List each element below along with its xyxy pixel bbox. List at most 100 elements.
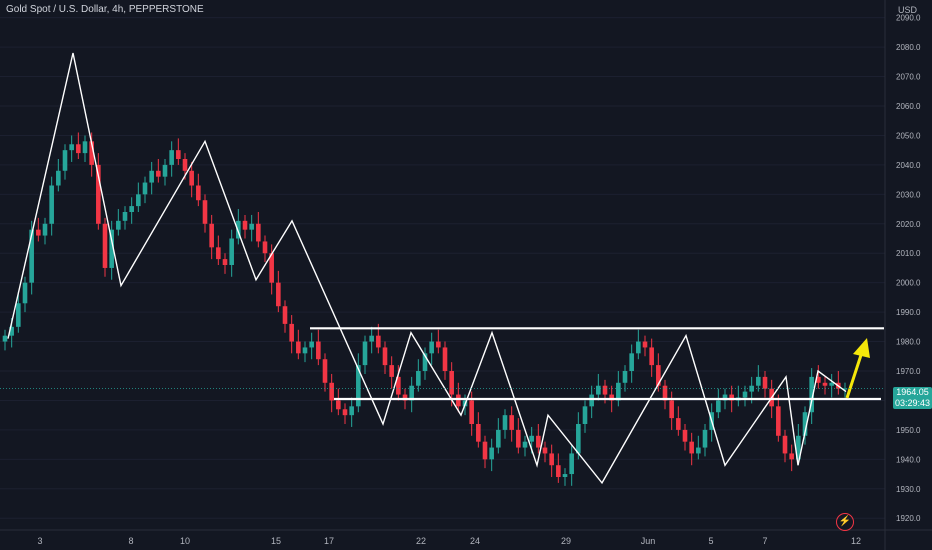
y-tick-label: 1970.0 bbox=[896, 367, 921, 376]
candle-body bbox=[436, 341, 441, 348]
y-tick-label: 2010.0 bbox=[896, 249, 921, 258]
candle-body bbox=[402, 394, 408, 401]
candle-body bbox=[296, 341, 301, 354]
candle-body bbox=[76, 144, 81, 154]
candle-body bbox=[622, 371, 628, 383]
y-tick-label: 2040.0 bbox=[896, 161, 921, 170]
candle-body bbox=[236, 220, 241, 239]
candle-body bbox=[109, 229, 114, 268]
y-tick-label: 1980.0 bbox=[896, 338, 921, 347]
candle-body bbox=[682, 429, 688, 442]
candle-body bbox=[476, 424, 481, 442]
candle-body bbox=[636, 341, 641, 354]
candle-body bbox=[329, 382, 334, 401]
candle-body bbox=[656, 365, 661, 386]
candle-body bbox=[649, 347, 654, 366]
grid bbox=[0, 17, 885, 519]
candle-body bbox=[322, 359, 328, 383]
y-tick-label: 2090.0 bbox=[896, 14, 921, 23]
candle-body bbox=[242, 220, 248, 230]
candle-body bbox=[609, 394, 614, 401]
candle-body bbox=[556, 465, 561, 477]
candle-body bbox=[382, 347, 388, 366]
candle-body bbox=[9, 326, 14, 336]
candle-body bbox=[342, 409, 348, 416]
candle-body bbox=[516, 429, 521, 448]
candle-body bbox=[582, 406, 588, 424]
candle-body bbox=[782, 435, 788, 454]
x-tick-label: Jun bbox=[641, 536, 656, 546]
candle-body bbox=[316, 341, 321, 360]
candle-body bbox=[569, 453, 574, 475]
last-price-value: 1964.05 bbox=[896, 387, 929, 397]
candle-body bbox=[269, 253, 274, 283]
candle-body bbox=[449, 371, 454, 395]
candle-body bbox=[742, 391, 748, 398]
projection-arrow-head bbox=[853, 338, 870, 358]
x-tick-label: 7 bbox=[762, 536, 767, 546]
candle-body bbox=[49, 185, 54, 224]
candle-body bbox=[356, 365, 361, 407]
candle-body bbox=[689, 441, 694, 454]
candle-body bbox=[522, 441, 528, 448]
candle-body bbox=[389, 365, 394, 377]
candle-body bbox=[489, 447, 494, 460]
candle-body bbox=[729, 394, 734, 401]
candles bbox=[2, 132, 848, 486]
candle-body bbox=[116, 220, 121, 230]
candle-body bbox=[302, 347, 308, 354]
candle-body bbox=[749, 385, 754, 392]
candle-body bbox=[282, 306, 288, 324]
x-tick-label: 24 bbox=[470, 536, 480, 546]
candle-body bbox=[409, 385, 414, 401]
candle-body bbox=[96, 164, 101, 224]
candle-body bbox=[142, 182, 148, 195]
candle-body bbox=[222, 259, 228, 265]
candle-body bbox=[842, 388, 848, 390]
candle-body bbox=[16, 303, 21, 327]
y-tick-label: 1990.0 bbox=[896, 308, 921, 317]
candle-body bbox=[482, 441, 488, 460]
candle-body bbox=[209, 223, 214, 248]
candle-body bbox=[716, 400, 721, 413]
candle-body bbox=[702, 429, 708, 448]
candle-body bbox=[529, 435, 534, 442]
y-tick-label: 2070.0 bbox=[896, 73, 921, 82]
candle-body bbox=[189, 170, 194, 186]
candle-body bbox=[36, 229, 41, 236]
candle-body bbox=[182, 159, 188, 171]
candle-body bbox=[162, 164, 168, 177]
y-tick-label: 2080.0 bbox=[896, 43, 921, 52]
x-tick-label: 22 bbox=[416, 536, 426, 546]
candle-body bbox=[349, 406, 354, 416]
lightning-icon[interactable]: ⚡ bbox=[836, 513, 854, 531]
y-tick-label: 1920.0 bbox=[896, 514, 921, 523]
x-tick-label: 15 bbox=[271, 536, 281, 546]
candle-body bbox=[262, 241, 268, 254]
x-axis: 3 8 10 15 17 22 24 29 Jun 5 7 12 bbox=[0, 529, 932, 546]
candle-body bbox=[276, 282, 281, 307]
y-tick-label: 1940.0 bbox=[896, 455, 921, 464]
candle-body bbox=[596, 385, 601, 395]
x-tick-label: 29 bbox=[561, 536, 571, 546]
zigzag-pattern bbox=[7, 52, 847, 485]
candle-body bbox=[149, 170, 154, 183]
candle-body bbox=[396, 376, 401, 395]
candle-body bbox=[629, 353, 634, 371]
projection-arrow-shaft bbox=[845, 351, 864, 399]
candle-body bbox=[756, 376, 761, 386]
candle-body bbox=[82, 141, 88, 154]
candle-body bbox=[22, 282, 28, 304]
symbol-title: Gold Spot / U.S. Dollar, 4h, PEPPERSTONE bbox=[6, 4, 204, 15]
candle-body bbox=[256, 223, 261, 242]
candle-body bbox=[822, 382, 828, 386]
candle-body bbox=[576, 424, 581, 454]
candle-body bbox=[642, 341, 648, 348]
candle-body bbox=[722, 394, 728, 401]
y-tick-label: 2000.0 bbox=[896, 279, 921, 288]
candle-body bbox=[549, 453, 554, 466]
x-tick-label: 3 bbox=[37, 536, 42, 546]
y-tick-label: 2050.0 bbox=[896, 131, 921, 140]
y-tick-label: 2020.0 bbox=[896, 220, 921, 229]
